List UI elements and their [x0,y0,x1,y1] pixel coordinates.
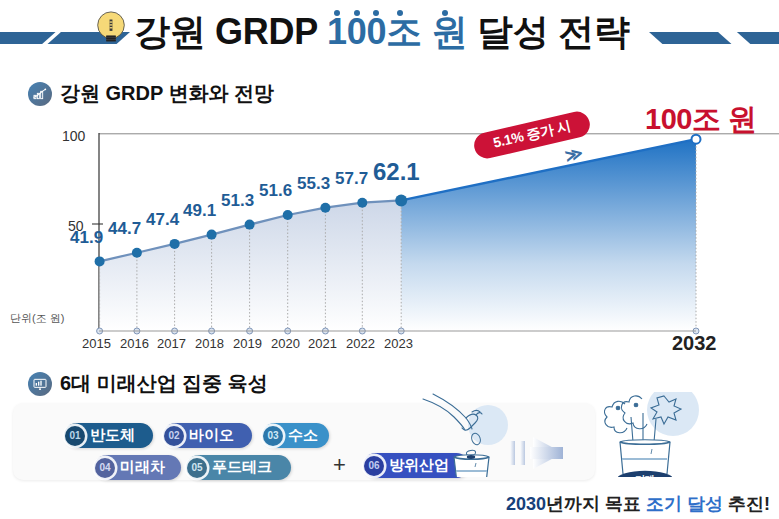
svg-text:미래: 미래 [635,474,655,478]
